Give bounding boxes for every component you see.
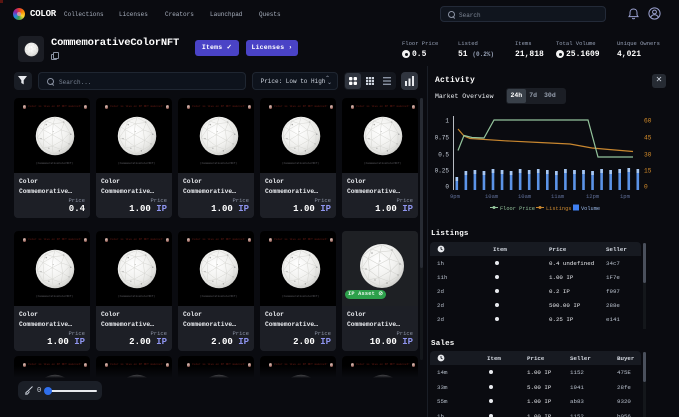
svg-text:45: 45 [644,135,652,142]
svg-text:Floor Price: Floor Price [500,206,535,212]
svg-text:0.25: 0.25 [435,168,450,175]
svg-text:0: 0 [644,184,648,191]
svg-text:60: 60 [644,118,652,125]
svg-text:0: 0 [445,184,449,191]
svg-text:12pm: 12pm [586,193,600,200]
svg-text:15: 15 [644,168,652,175]
svg-text:10am: 10am [518,193,532,200]
svg-text:11am: 11am [551,193,565,200]
svg-text:Listings: Listings [546,206,571,212]
svg-text:1: 1 [445,118,449,125]
svg-text:9pm: 9pm [450,193,461,200]
svg-text:10am: 10am [485,193,499,200]
svg-text:0.5: 0.5 [438,152,449,159]
svg-text:1pm: 1pm [620,193,631,200]
svg-text:Volume: Volume [581,206,600,212]
svg-text:0.75: 0.75 [435,135,450,142]
svg-text:30: 30 [644,152,652,159]
